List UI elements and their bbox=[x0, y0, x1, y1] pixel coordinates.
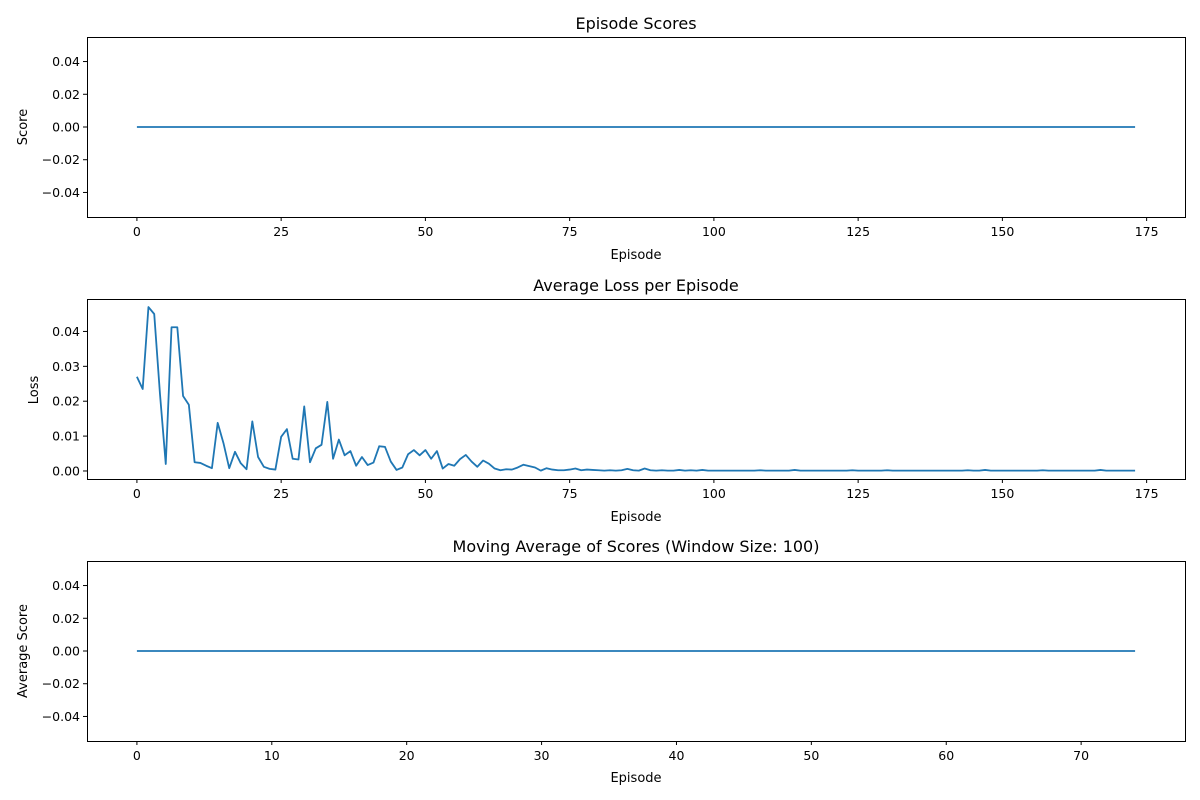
x-tick-label: 175 bbox=[1135, 486, 1159, 501]
loss-line bbox=[136, 306, 1136, 472]
y-tick-label: 0.02 bbox=[52, 87, 80, 102]
y-axis-label: Score bbox=[16, 109, 31, 145]
x-tick-label: 0 bbox=[133, 748, 141, 763]
y-tick-label: −0.04 bbox=[42, 185, 80, 200]
x-tick-label: 0 bbox=[133, 224, 141, 239]
x-tick-label: 75 bbox=[562, 486, 578, 501]
x-tick-label: 30 bbox=[534, 748, 550, 763]
average-loss-panel: Average Loss per Episode Episode Loss 0 2… bbox=[27, 276, 1186, 525]
chart-title: Average Loss per Episode bbox=[533, 276, 738, 295]
x-tick-label: 150 bbox=[990, 486, 1014, 501]
moving-average-panel: Moving Average of Scores (Window Size: 1… bbox=[16, 537, 1186, 786]
axes-frame bbox=[87, 299, 1186, 480]
x-tick-label: 50 bbox=[803, 748, 819, 763]
y-tick-label: 0.04 bbox=[52, 578, 80, 593]
x-tick-label: 100 bbox=[702, 224, 726, 239]
x-tick-label: 25 bbox=[273, 224, 289, 239]
y-tick-label: 0.04 bbox=[52, 324, 80, 339]
axes-frame bbox=[87, 37, 1186, 218]
chart-title: Episode Scores bbox=[575, 14, 696, 33]
y-tick-label: 0.02 bbox=[52, 394, 80, 409]
ticks-group: 0 25 50 75 100 125 150 175 0.00 0.01 0.02 0.03 0.04 bbox=[52, 324, 1158, 501]
y-tick-label: −0.04 bbox=[42, 709, 80, 724]
y-tick-label: 0.01 bbox=[52, 429, 80, 444]
x-tick-label: 40 bbox=[669, 748, 685, 763]
x-axis-label: Episode bbox=[610, 771, 661, 786]
y-tick-label: 0.00 bbox=[52, 644, 80, 659]
x-tick-label: 100 bbox=[702, 486, 726, 501]
ticks-group: 0 10 20 30 40 50 60 70 −0.04 −0.02 0.00 0.02 0.04 bbox=[42, 578, 1089, 763]
y-tick-label: 0.03 bbox=[52, 359, 80, 374]
x-tick-label: 25 bbox=[273, 486, 289, 501]
x-tick-label: 125 bbox=[846, 224, 870, 239]
y-tick-label: −0.02 bbox=[42, 152, 80, 167]
x-tick-label: 150 bbox=[990, 224, 1014, 239]
episode-scores-panel: Episode Scores Episode Score 0 25 50 75 100 1… bbox=[16, 14, 1186, 263]
y-tick-label: 0.02 bbox=[52, 611, 80, 626]
x-axis-label: Episode bbox=[610, 510, 661, 525]
y-axis-label: Loss bbox=[27, 376, 42, 405]
x-tick-label: 20 bbox=[399, 748, 415, 763]
x-tick-label: 10 bbox=[264, 748, 280, 763]
x-tick-label: 50 bbox=[417, 486, 433, 501]
axes-frame bbox=[87, 561, 1186, 742]
x-tick-label: 175 bbox=[1135, 224, 1159, 239]
x-axis-label: Episode bbox=[610, 248, 661, 263]
x-tick-label: 50 bbox=[417, 224, 433, 239]
chart-title: Moving Average of Scores (Window Size: 1… bbox=[453, 537, 820, 556]
y-tick-label: −0.02 bbox=[42, 676, 80, 691]
x-tick-label: 75 bbox=[562, 224, 578, 239]
x-tick-label: 60 bbox=[938, 748, 954, 763]
y-tick-label: 0.00 bbox=[52, 120, 80, 135]
ticks-group: 0 25 50 75 100 125 150 175 −0.04 −0.02 0.00 0.02 0.0… bbox=[42, 54, 1159, 239]
y-tick-label: 0.04 bbox=[52, 54, 80, 69]
x-tick-label: 0 bbox=[133, 486, 141, 501]
x-tick-label: 125 bbox=[846, 486, 870, 501]
x-tick-label: 70 bbox=[1073, 748, 1089, 763]
y-axis-label: Average Score bbox=[16, 604, 31, 698]
y-tick-label: 0.00 bbox=[52, 463, 80, 478]
